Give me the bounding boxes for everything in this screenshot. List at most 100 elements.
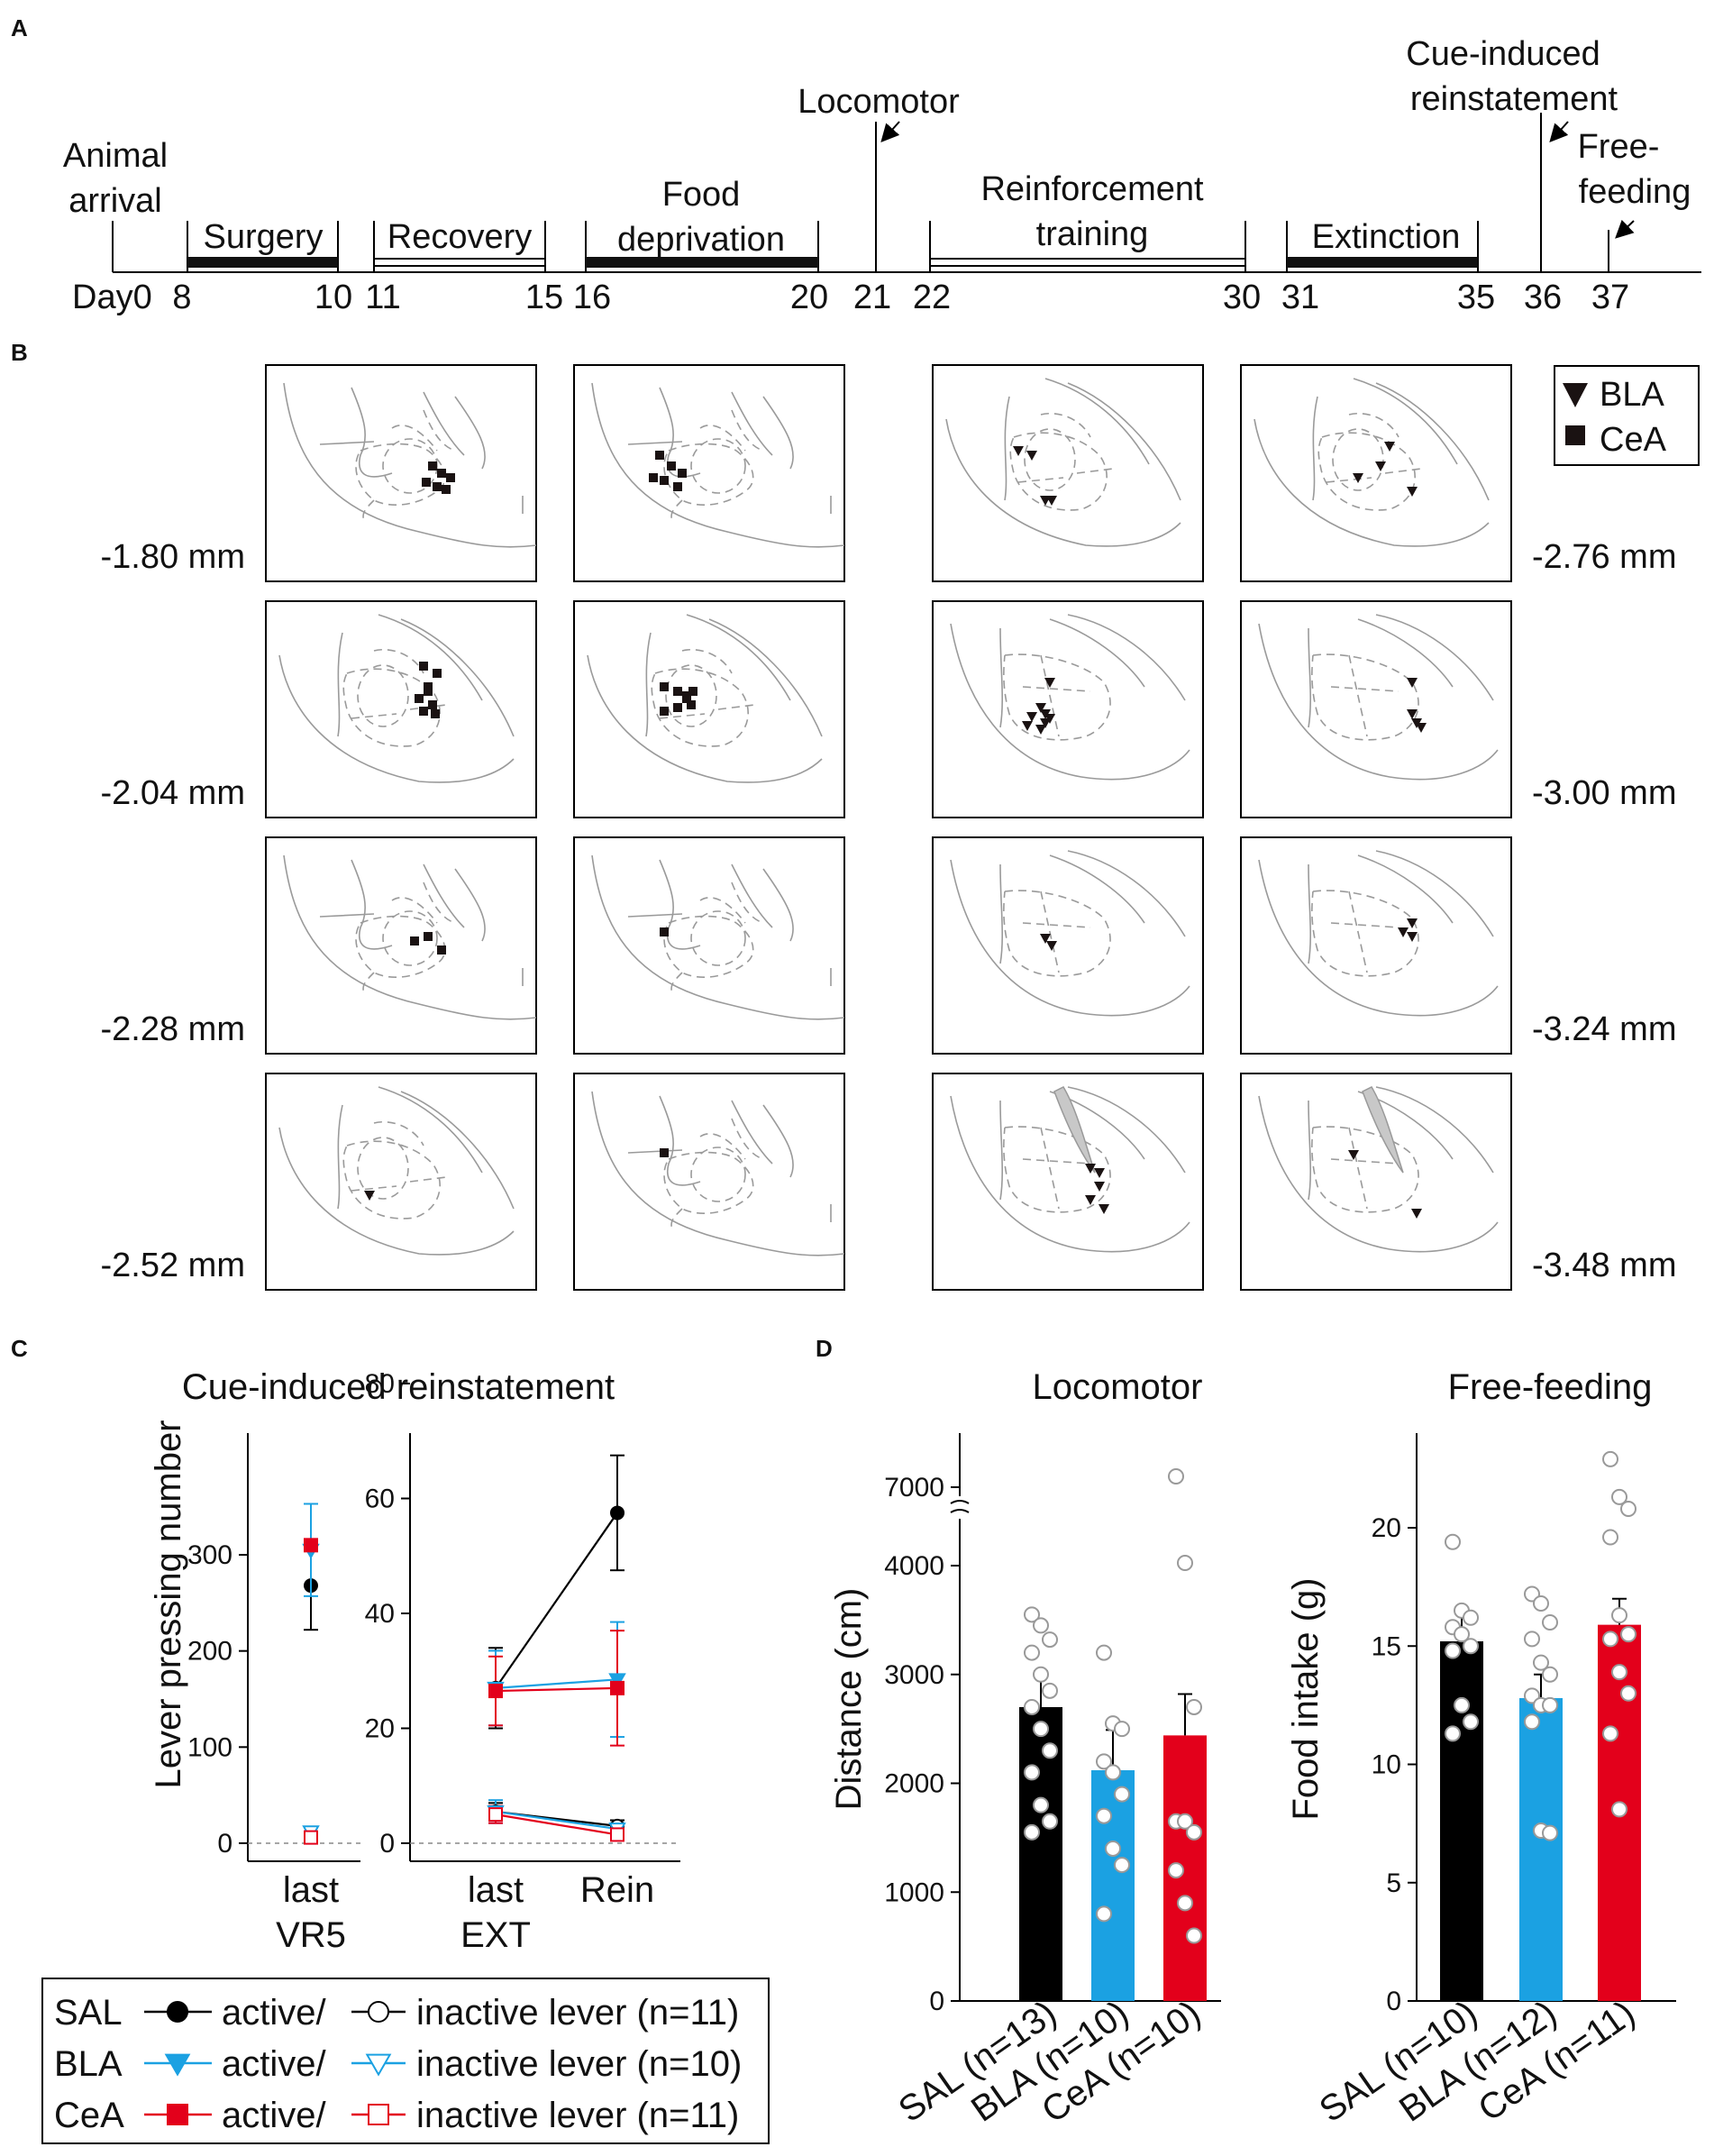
level-label-right: -3.00 mm bbox=[1532, 774, 1676, 812]
c2-point-cea-active bbox=[610, 1680, 625, 1695]
bla-placement-marker bbox=[1099, 1204, 1109, 1214]
ff-data-point bbox=[1620, 1501, 1637, 1517]
bla-placement-marker bbox=[1044, 678, 1055, 688]
timeline-day-label: 36 bbox=[1524, 279, 1562, 316]
ff-ytick-label: 0 bbox=[1386, 1987, 1401, 2016]
bla-placement-marker bbox=[1094, 1182, 1105, 1192]
bla-placement-marker bbox=[1046, 496, 1057, 506]
panel-label-d: D bbox=[816, 1335, 833, 1362]
timeline-day-label: 16 bbox=[573, 279, 611, 316]
cea-placement-marker bbox=[422, 478, 431, 487]
c2-xtick-label: last bbox=[468, 1870, 524, 1910]
cea-placement-marker bbox=[428, 461, 437, 470]
c2-xtick-label: EXT bbox=[460, 1915, 531, 1955]
panel-d-locomotor-title: Locomotor bbox=[1033, 1367, 1203, 1407]
c2-series-line bbox=[495, 1678, 618, 1689]
c2-ytick-label: 20 bbox=[365, 1714, 395, 1744]
c1-xtick-label: last bbox=[283, 1870, 339, 1910]
legend-c-group: BLA bbox=[54, 2044, 123, 2084]
ff-ytick-label: 15 bbox=[1372, 1631, 1401, 1661]
ff-data-point bbox=[1463, 1638, 1479, 1655]
cea-placement-marker bbox=[687, 700, 696, 709]
histology-section bbox=[932, 836, 1204, 1055]
bla-placement-marker bbox=[1085, 1164, 1096, 1174]
phase-bar-surgery bbox=[187, 257, 338, 268]
loc-data-point bbox=[1042, 1742, 1058, 1759]
legend-c-inactive-marker bbox=[365, 2053, 392, 2077]
panel-d-loc-ylabel: Distance (cm) bbox=[829, 1588, 869, 1811]
histology-section bbox=[265, 836, 537, 1055]
loc-ytick-label: 4000 bbox=[884, 1551, 944, 1581]
legend-bla-icon bbox=[1563, 383, 1588, 407]
timeline-day-label: 31 bbox=[1281, 279, 1319, 316]
phase-label: arrival bbox=[68, 182, 161, 220]
cea-placement-marker bbox=[437, 469, 446, 478]
loc-data-point bbox=[1024, 1644, 1040, 1661]
ff-data-point bbox=[1463, 1713, 1479, 1731]
cea-placement-marker bbox=[419, 662, 428, 671]
ff-data-point bbox=[1542, 1614, 1558, 1631]
c2-xtick-label: Rein bbox=[580, 1870, 654, 1910]
loc-data-point bbox=[1186, 1823, 1202, 1841]
histology-section bbox=[932, 600, 1204, 818]
legend-cea-label: CeA bbox=[1600, 421, 1667, 459]
histology-section bbox=[573, 364, 845, 582]
c1-xtick-label: VR5 bbox=[276, 1915, 346, 1955]
timeline-day-label: 21 bbox=[853, 279, 891, 316]
phase-label: Free- bbox=[1578, 128, 1660, 166]
cea-placement-marker bbox=[428, 700, 437, 709]
loc-data-point bbox=[1177, 1895, 1193, 1912]
loc-data-point bbox=[1186, 1927, 1202, 1944]
ff-data-point bbox=[1602, 1450, 1618, 1467]
level-label-right: -3.48 mm bbox=[1532, 1247, 1676, 1284]
loc-data-point bbox=[1105, 1840, 1121, 1857]
phase-label: training bbox=[1036, 215, 1149, 253]
ff-data-point bbox=[1533, 1595, 1549, 1612]
ff-data-point bbox=[1620, 1685, 1637, 1702]
ff-data-point bbox=[1611, 1488, 1627, 1505]
loc-data-point bbox=[1042, 1682, 1058, 1699]
c1-point-cea-inactive bbox=[304, 1830, 318, 1845]
legend-c-active-marker bbox=[167, 2001, 188, 2023]
bla-placement-marker bbox=[1407, 932, 1418, 942]
phase-label: Extinction bbox=[1312, 218, 1461, 256]
histology-section bbox=[1240, 836, 1512, 1055]
cea-placement-marker bbox=[667, 461, 676, 470]
cea-placement-marker bbox=[446, 473, 455, 482]
c2-ytick-label: 0 bbox=[379, 1829, 395, 1859]
loc-data-point bbox=[1114, 1857, 1130, 1874]
cea-placement-marker bbox=[419, 707, 428, 716]
ff-ytick-label: 5 bbox=[1386, 1868, 1401, 1898]
loc-data-point bbox=[1042, 1813, 1058, 1830]
bla-placement-marker bbox=[1348, 1150, 1359, 1160]
bla-placement-marker bbox=[1407, 918, 1418, 928]
phase-label: Locomotor bbox=[798, 83, 960, 121]
bla-placement-marker bbox=[1035, 703, 1046, 713]
phase-label: Reinforcement bbox=[980, 170, 1204, 208]
panel-label-a: A bbox=[11, 14, 28, 41]
loc-data-point bbox=[1177, 1555, 1193, 1571]
loc-data-point bbox=[1177, 1813, 1193, 1830]
legend-c-inactive-label: inactive lever (n=11) bbox=[416, 2096, 739, 2135]
bla-placement-marker bbox=[1416, 723, 1427, 733]
legend-cea-icon bbox=[1565, 425, 1585, 445]
c1-ytick-label: 100 bbox=[187, 1732, 232, 1762]
histology-section bbox=[573, 600, 845, 818]
ff-data-point bbox=[1463, 1609, 1479, 1626]
panel-d-freefeeding-title: Free-feeding bbox=[1448, 1367, 1653, 1407]
ff-ytick-label: 20 bbox=[1372, 1513, 1401, 1543]
phase-label: reinstatement bbox=[1410, 80, 1618, 118]
ff-ytick-label: 10 bbox=[1372, 1750, 1401, 1780]
ff-data-point bbox=[1533, 1654, 1549, 1671]
level-label-left: -2.28 mm bbox=[101, 1010, 245, 1048]
ventricle-shade bbox=[1053, 1086, 1096, 1174]
ff-data-point bbox=[1445, 1725, 1461, 1742]
loc-data-point bbox=[1096, 1644, 1112, 1661]
bla-placement-marker bbox=[1085, 1195, 1096, 1205]
cea-placement-marker bbox=[673, 687, 682, 696]
bla-placement-marker bbox=[1040, 934, 1051, 944]
loc-data-point bbox=[1168, 1468, 1184, 1485]
histology-section bbox=[1240, 600, 1512, 818]
c1-ytick-label: 200 bbox=[187, 1637, 232, 1667]
legend-c-inactive-label: inactive lever (n=11) bbox=[416, 1993, 739, 2033]
